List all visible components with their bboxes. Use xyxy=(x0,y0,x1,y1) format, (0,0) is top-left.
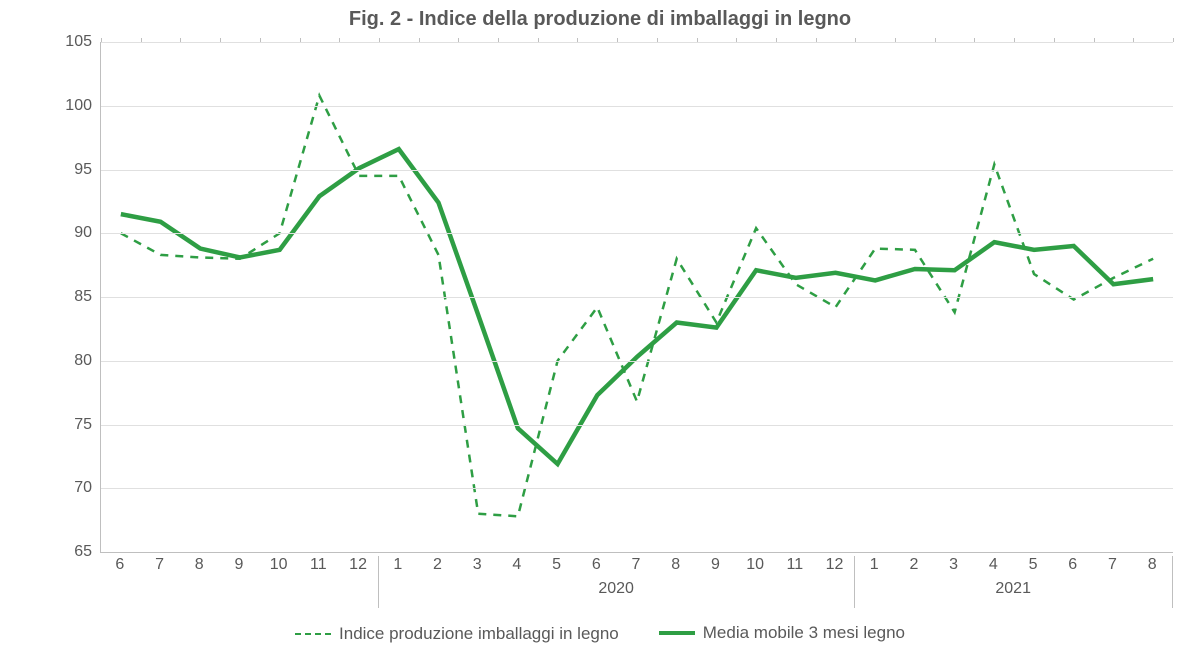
legend-item: Indice produzione imballaggi in legno xyxy=(295,624,619,644)
legend: Indice produzione imballaggi in legno Med… xyxy=(0,620,1200,644)
x-tick-label: 8 xyxy=(195,556,204,574)
y-tick-label: 95 xyxy=(52,161,92,179)
x-tick-label: 8 xyxy=(1148,556,1157,574)
x-tick-label: 7 xyxy=(155,556,164,574)
y-tick-label: 75 xyxy=(52,416,92,434)
x-tick-label: 4 xyxy=(989,556,998,574)
x-tick-label: 7 xyxy=(632,556,641,574)
x-tick-label: 11 xyxy=(310,556,327,574)
legend-swatch xyxy=(295,633,331,635)
y-tick-label: 100 xyxy=(52,97,92,115)
x-tick-label: 4 xyxy=(512,556,521,574)
y-tick-label: 90 xyxy=(52,224,92,242)
x-tick-label: 2 xyxy=(433,556,442,574)
x-tick-label: 3 xyxy=(473,556,482,574)
chart-title: Fig. 2 - Indice della produzione di imba… xyxy=(0,0,1200,31)
year-label: 2020 xyxy=(598,580,634,598)
x-tick-label: 10 xyxy=(270,556,288,574)
x-tick-label: 5 xyxy=(552,556,561,574)
y-tick-label: 85 xyxy=(52,288,92,306)
x-tick-label: 7 xyxy=(1108,556,1117,574)
x-tick-label: 3 xyxy=(949,556,958,574)
x-tick-label: 1 xyxy=(393,556,402,574)
x-tick-label: 6 xyxy=(592,556,601,574)
legend-label: Media mobile 3 mesi legno xyxy=(703,623,905,643)
chart-container: Fig. 2 - Indice della produzione di imba… xyxy=(0,0,1200,670)
x-tick-label: 5 xyxy=(1029,556,1038,574)
plot-area xyxy=(100,42,1173,553)
y-tick-label: 80 xyxy=(52,352,92,370)
year-separator xyxy=(378,556,379,608)
year-label: 2021 xyxy=(995,580,1031,598)
series-media3 xyxy=(121,149,1153,464)
x-axis-labels: 6789101112123456789101112123456782020202… xyxy=(100,556,1172,616)
legend-swatch xyxy=(659,631,695,635)
x-tick-label: 1 xyxy=(870,556,879,574)
x-tick-label: 12 xyxy=(349,556,367,574)
x-tick-label: 9 xyxy=(711,556,720,574)
legend-label: Indice produzione imballaggi in legno xyxy=(339,624,619,644)
series-indice xyxy=(121,96,1153,517)
year-separator xyxy=(854,556,855,608)
y-tick-label: 70 xyxy=(52,479,92,497)
x-tick-label: 6 xyxy=(1068,556,1077,574)
x-tick-label: 6 xyxy=(115,556,124,574)
y-tick-label: 65 xyxy=(52,543,92,561)
legend-item: Media mobile 3 mesi legno xyxy=(659,623,905,643)
x-tick-label: 8 xyxy=(671,556,680,574)
x-tick-label: 9 xyxy=(235,556,244,574)
x-tick-label: 2 xyxy=(909,556,918,574)
x-tick-label: 10 xyxy=(746,556,764,574)
x-tick-label: 11 xyxy=(787,556,804,574)
x-tick-label: 12 xyxy=(826,556,844,574)
y-tick-label: 105 xyxy=(52,33,92,51)
